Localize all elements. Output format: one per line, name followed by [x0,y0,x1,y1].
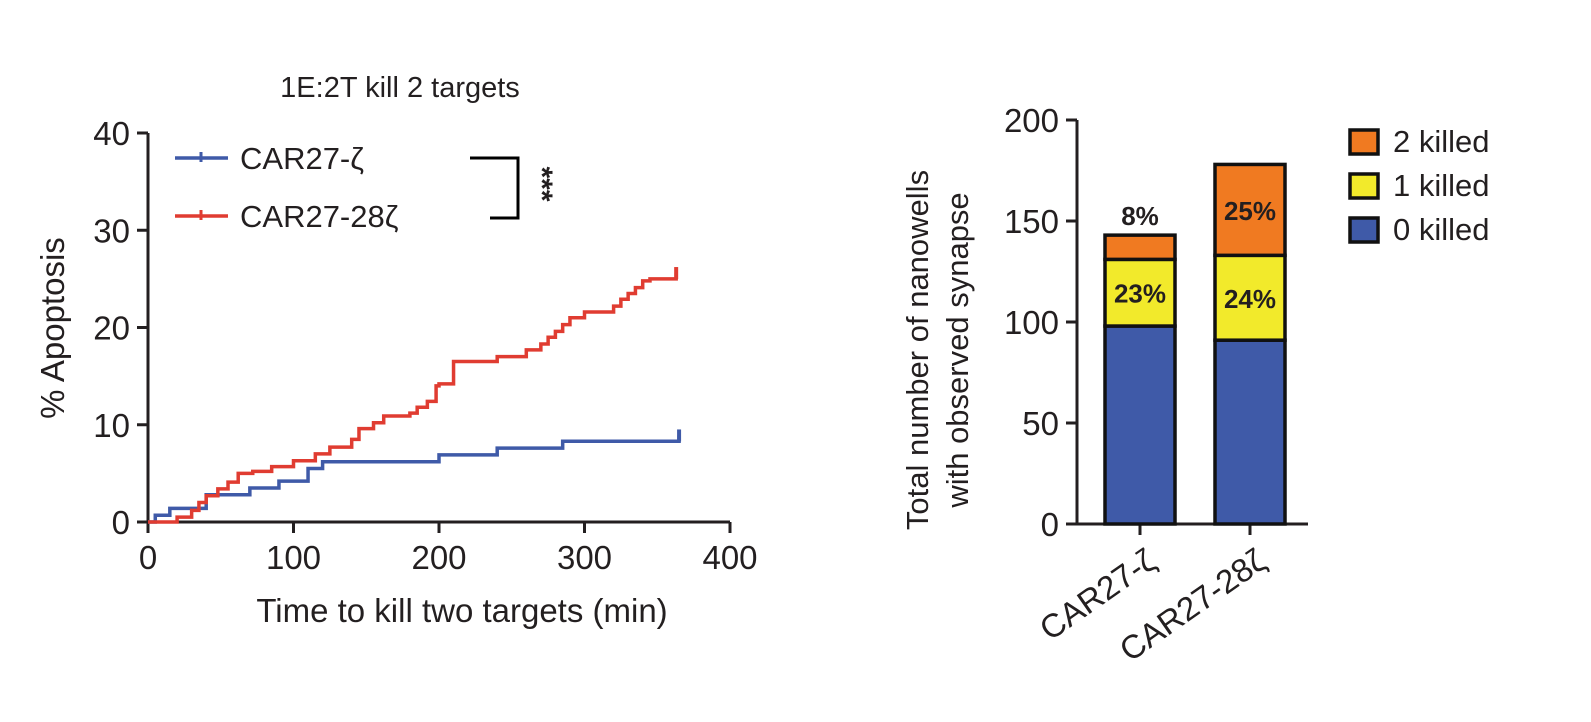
bar-segment-2-killed [1103,233,1177,262]
y-tick-label: 40 [93,115,130,152]
x-tick-label: 400 [702,539,757,576]
line-chart-x-label: Time to kill two targets (min) [256,592,667,629]
bar-data-label: 25% [1224,196,1276,226]
bar-legend-swatch-0 [1348,128,1380,156]
significance-marker: *** [525,166,558,201]
bar-data-label: 23% [1114,279,1166,309]
y-tick-label: 0 [112,504,130,541]
y-tick-label: 20 [93,310,130,347]
series-line-1 [148,273,678,524]
legend-label-0: CAR27-ζ [240,141,364,176]
line-chart-axes: 0 100 200 300 400 0 10 20 30 40 [93,115,757,576]
bar-chart-y-label-line2: with observed synapse [940,192,975,508]
bar-chart-bars [1103,162,1287,526]
bar-segment-1-killed [1213,253,1287,342]
x-tick-label: 100 [266,539,321,576]
bar-legend-swatch-1 [1348,172,1380,200]
line-chart: 1E:2T kill 2 targets % Apoptosis Time to… [34,72,758,629]
bar-chart-y-label-line1: Total number of nanowells [900,170,935,530]
bar-y-tick-label: 0 [1041,506,1059,543]
bar-legend-label-1: 1 killed [1393,168,1490,203]
bar-data-label: 8% [1121,201,1159,231]
bar-legend-label-2: 0 killed [1393,212,1490,247]
significance-bracket [470,156,520,220]
bar-legend-label-0: 2 killed [1393,124,1490,159]
y-tick-label: 10 [93,407,130,444]
x-tick-label: 0 [139,539,157,576]
bar-segment-0-killed [1103,324,1177,526]
bar-legend-swatch-2 [1348,216,1380,244]
bar-y-tick-label: 50 [1022,405,1059,442]
bar-y-tick-label: 150 [1004,203,1059,240]
bar-y-tick-label: 100 [1004,304,1059,341]
line-chart-y-label: % Apoptosis [34,237,71,419]
legend-label-1: CAR27-28ζ [240,199,399,234]
series-line-0 [148,435,681,524]
bar-segment-1-killed [1103,257,1177,328]
bar-data-label: 24% [1224,284,1276,314]
bar-chart-legend: 2 killed 1 killed 0 killed [1348,124,1490,247]
x-tick-label: 200 [411,539,466,576]
y-tick-label: 30 [93,212,130,249]
line-chart-title: 1E:2T kill 2 targets [280,72,520,104]
bar-y-tick-label: 200 [1004,102,1059,139]
bar-segment-0-killed [1213,338,1287,526]
line-chart-legend: CAR27-ζ CAR27-28ζ [175,141,399,234]
line-chart-series [148,267,682,524]
bar-chart: Total number of nanowells with observed … [900,102,1490,668]
bar-chart-data-labels: 8% 23% 25% 24% [1114,196,1276,314]
x-tick-label: 300 [557,539,612,576]
bar-segment-2-killed [1213,162,1287,258]
